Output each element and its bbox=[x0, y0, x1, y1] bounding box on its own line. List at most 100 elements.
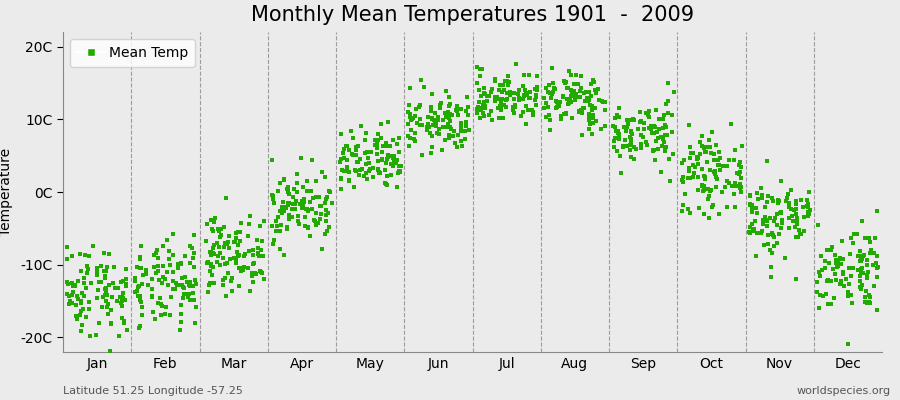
Point bbox=[511, 97, 526, 103]
Point bbox=[528, 94, 543, 100]
Point bbox=[386, 161, 400, 167]
Point bbox=[656, 125, 670, 131]
Point bbox=[314, 203, 328, 209]
Point bbox=[145, 276, 159, 282]
Point bbox=[114, 296, 129, 302]
Point bbox=[374, 156, 389, 162]
Point bbox=[506, 107, 520, 114]
Point bbox=[442, 94, 456, 100]
Point bbox=[362, 160, 376, 167]
Point bbox=[662, 177, 677, 184]
Point bbox=[528, 97, 543, 103]
Point bbox=[496, 87, 510, 93]
Point bbox=[287, 186, 302, 192]
Point bbox=[686, 150, 700, 156]
Point bbox=[202, 280, 217, 286]
Point bbox=[640, 142, 654, 149]
Point bbox=[175, 311, 189, 318]
Point bbox=[734, 188, 748, 195]
Point bbox=[334, 156, 348, 162]
Point bbox=[292, 220, 306, 227]
Point bbox=[742, 201, 757, 207]
Point bbox=[174, 302, 188, 308]
Point bbox=[818, 265, 832, 271]
Point bbox=[624, 137, 638, 144]
Point bbox=[458, 136, 473, 142]
Point bbox=[341, 168, 356, 175]
Point bbox=[813, 273, 827, 280]
Point bbox=[810, 289, 824, 295]
Point bbox=[61, 292, 76, 299]
Point bbox=[660, 132, 674, 138]
Point bbox=[850, 253, 865, 259]
Point bbox=[408, 113, 422, 119]
Point bbox=[132, 293, 147, 300]
Point bbox=[266, 196, 280, 202]
Point bbox=[665, 129, 680, 135]
Point bbox=[94, 303, 109, 310]
Point bbox=[521, 107, 535, 113]
Point bbox=[102, 282, 116, 288]
Point bbox=[82, 253, 96, 259]
Point bbox=[220, 195, 234, 201]
Point bbox=[689, 156, 704, 162]
Point bbox=[74, 268, 88, 274]
Point bbox=[646, 147, 661, 153]
Point bbox=[84, 279, 98, 286]
Point bbox=[772, 210, 787, 217]
Point bbox=[642, 125, 656, 132]
Point bbox=[756, 217, 770, 223]
Point bbox=[425, 116, 439, 122]
Point bbox=[708, 174, 723, 180]
Point bbox=[755, 227, 770, 234]
Point bbox=[767, 218, 781, 225]
Point bbox=[419, 127, 434, 133]
Point bbox=[461, 104, 475, 110]
Point bbox=[169, 280, 184, 286]
Point bbox=[243, 213, 257, 220]
Point bbox=[185, 297, 200, 303]
Point bbox=[862, 239, 877, 246]
Point bbox=[782, 200, 796, 206]
Point bbox=[552, 102, 566, 109]
Point bbox=[309, 222, 323, 228]
Point bbox=[133, 322, 148, 329]
Point bbox=[734, 175, 749, 182]
Point bbox=[801, 209, 815, 215]
Point bbox=[92, 320, 106, 326]
Point bbox=[352, 172, 366, 178]
Point bbox=[71, 278, 86, 285]
Point bbox=[645, 130, 660, 136]
Point bbox=[829, 260, 843, 267]
Point bbox=[303, 199, 318, 205]
Point bbox=[586, 112, 600, 118]
Point bbox=[145, 293, 159, 300]
Point bbox=[286, 194, 301, 201]
Point bbox=[690, 155, 705, 162]
Point bbox=[459, 107, 473, 114]
Point bbox=[516, 108, 530, 115]
Point bbox=[392, 163, 406, 169]
Point bbox=[818, 258, 832, 264]
Point bbox=[310, 194, 324, 200]
Point bbox=[496, 115, 510, 121]
Point bbox=[494, 106, 508, 113]
Point bbox=[116, 290, 130, 296]
Point bbox=[744, 202, 759, 208]
Point bbox=[623, 147, 637, 153]
Point bbox=[545, 64, 560, 71]
Point bbox=[648, 138, 662, 144]
Point bbox=[573, 94, 588, 100]
Point bbox=[702, 193, 716, 200]
Point bbox=[546, 85, 561, 91]
Point bbox=[270, 222, 284, 229]
Point bbox=[828, 252, 842, 258]
Point bbox=[231, 252, 246, 259]
Point bbox=[340, 168, 355, 174]
Point bbox=[470, 80, 484, 86]
Point bbox=[862, 292, 877, 298]
Point bbox=[612, 113, 626, 120]
Point bbox=[390, 156, 404, 163]
Point bbox=[74, 328, 88, 334]
Point bbox=[66, 289, 80, 295]
